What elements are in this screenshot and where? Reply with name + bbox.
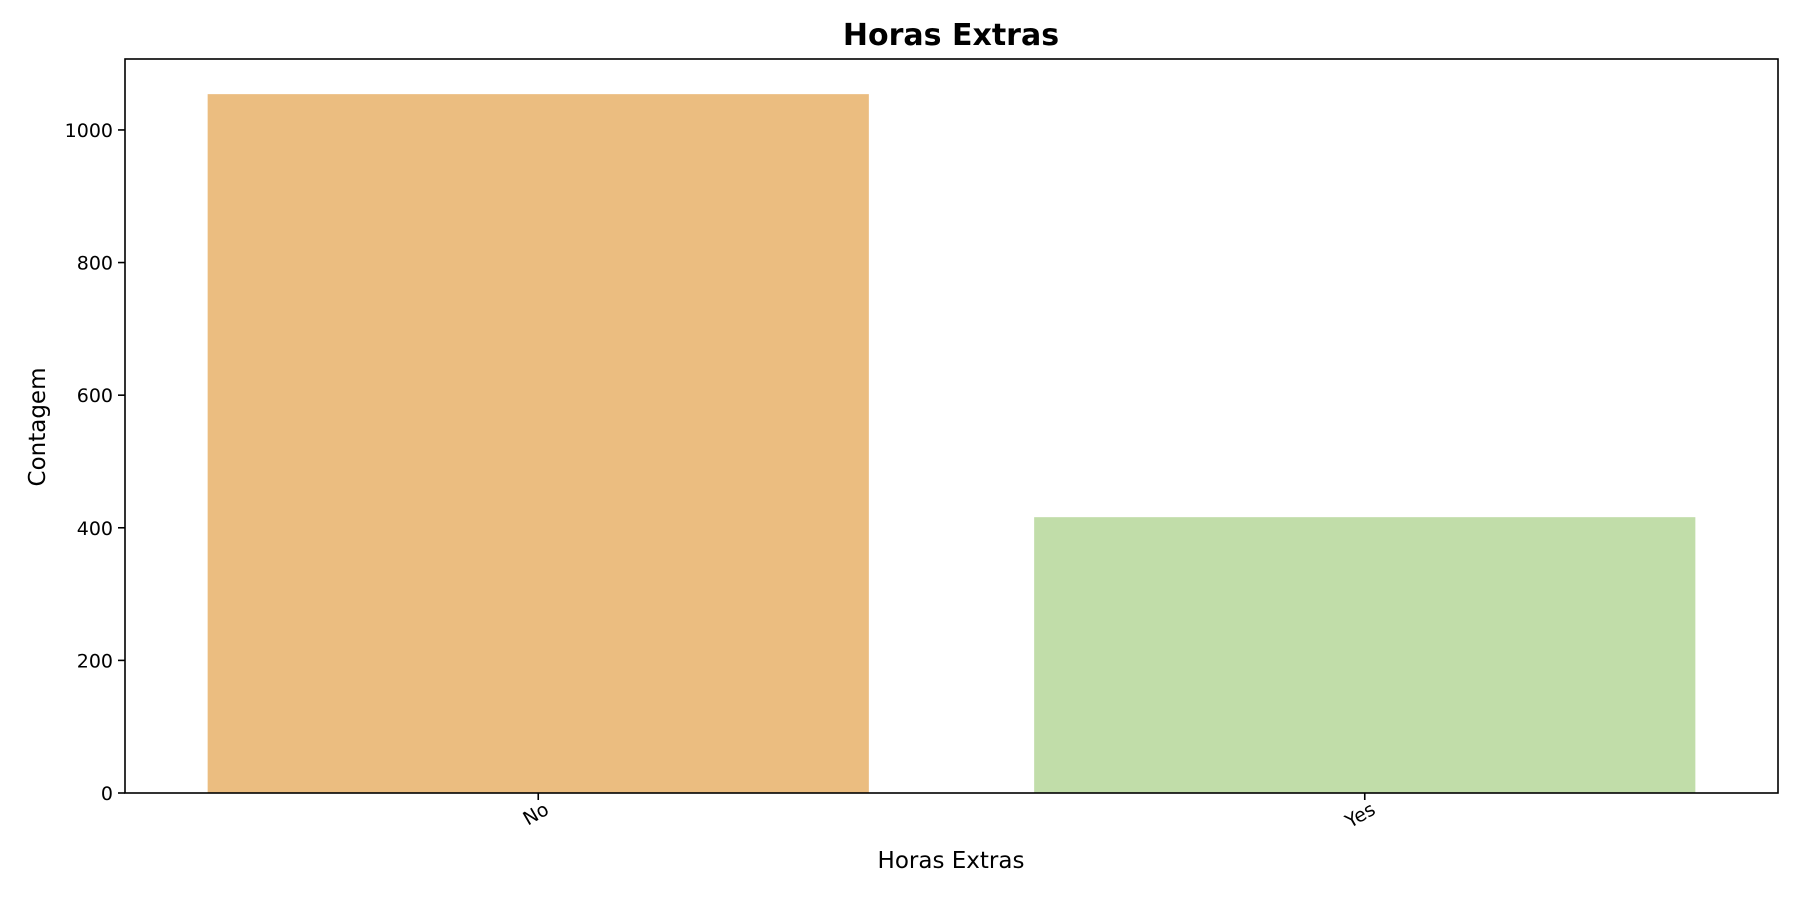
bars-group (207, 94, 1696, 793)
y-tick-label: 0 (101, 783, 113, 805)
y-tick-label: 800 (77, 253, 113, 275)
x-tick-label: Yes (1341, 798, 1379, 833)
y-tick-label: 1000 (65, 120, 113, 142)
y-tick-label: 200 (77, 650, 113, 672)
plot-frame (124, 58, 1779, 794)
bar-no (207, 94, 869, 793)
y-tick-label: 400 (77, 518, 113, 540)
x-axis-ticks: No Yes (519, 793, 1379, 833)
x-axis-label: Horas Extras (878, 848, 1025, 874)
y-tick-label: 600 (77, 385, 113, 407)
y-axis-ticks: 0 200 400 600 800 1000 (65, 120, 125, 805)
y-axis-label: Contagem (25, 368, 51, 487)
bar-yes (1034, 517, 1696, 793)
chart-title: Horas Extras (843, 18, 1059, 53)
x-tick-label: No (519, 798, 552, 830)
